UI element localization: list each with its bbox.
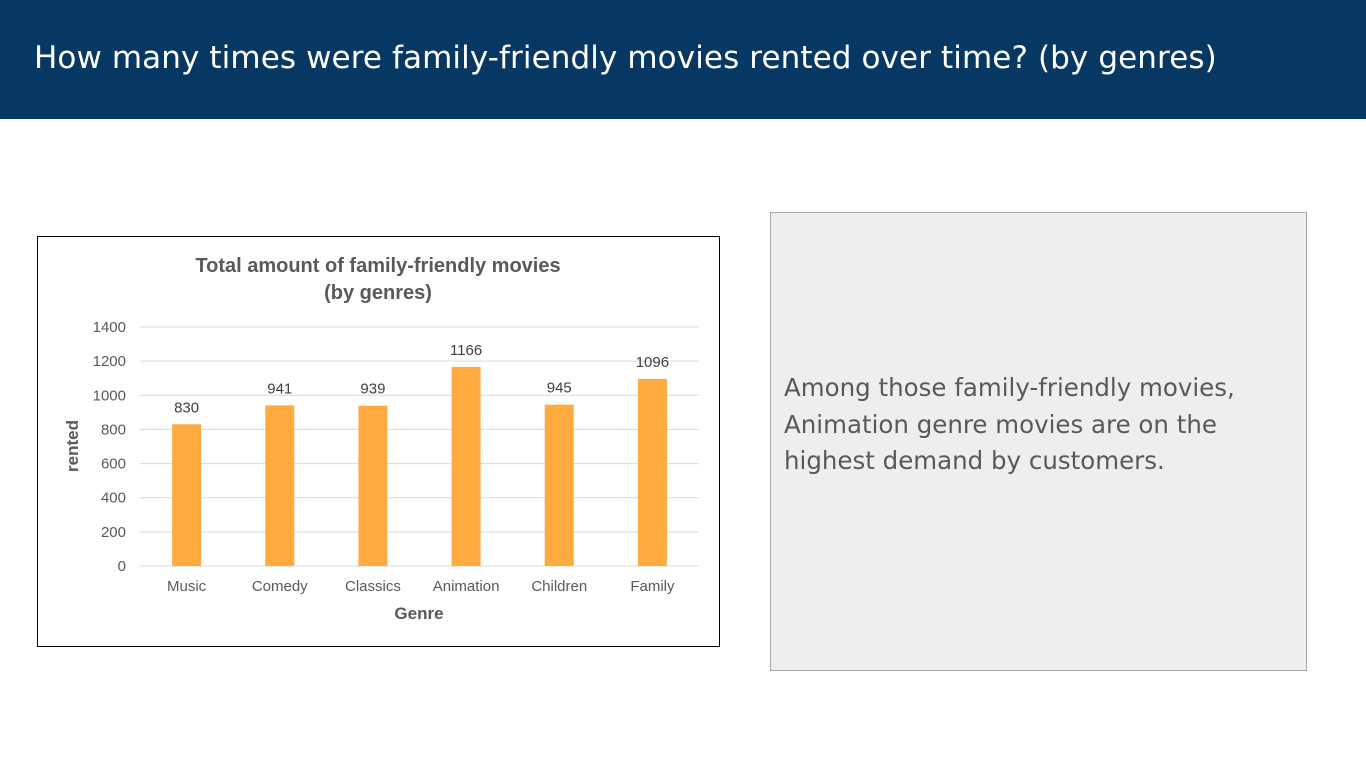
note-text: Among those family-friendly movies, Anim…: [784, 373, 1235, 475]
note-box: Among those family-friendly movies, Anim…: [770, 212, 1307, 671]
bar-comedy: [265, 405, 295, 566]
x-tick-label: Children: [531, 578, 587, 595]
chart-title-line-1: Total amount of family-friendly movies: [195, 255, 560, 277]
y-axis-title: rented: [63, 420, 82, 472]
data-labels: 830 941 939 1166 945 1096: [174, 342, 669, 416]
x-tick-label: Classics: [345, 578, 401, 595]
bar-animation: [451, 366, 481, 566]
x-tick-label: Music: [167, 578, 207, 595]
data-label: 830: [174, 399, 199, 416]
x-tick-label: Comedy: [252, 578, 308, 595]
data-label: 1166: [450, 342, 482, 359]
bar-chart: Total amount of family-friendly movies (…: [63, 255, 699, 623]
y-tick-label: 1000: [93, 387, 126, 404]
y-tick-label: 0: [118, 558, 126, 575]
bar-family: [637, 378, 667, 566]
chart-container: Total amount of family-friendly movies (…: [37, 236, 720, 647]
y-tick-label: 800: [101, 421, 126, 438]
x-tick-label: Animation: [433, 578, 500, 595]
x-axis-ticks: Music Comedy Classics Animation Children Fami…: [167, 578, 675, 595]
header-bar: How many times were family-friendly movi…: [0, 0, 1366, 119]
y-tick-label: 400: [101, 490, 126, 507]
y-tick-label: 1400: [93, 319, 126, 336]
y-tick-label: 200: [101, 524, 126, 541]
bars: [172, 366, 667, 566]
y-axis-ticks: 0 200 400 600 800 1000 1200 1400: [93, 319, 126, 575]
gridlines: [140, 326, 699, 567]
x-tick-label: Family: [630, 578, 675, 595]
bar-music: [172, 424, 202, 566]
bar-children: [544, 404, 574, 566]
slide-title: How many times were family-friendly movi…: [34, 40, 1217, 76]
data-label: 1096: [636, 354, 669, 371]
y-tick-label: 1200: [93, 353, 126, 370]
bar-classics: [358, 405, 388, 566]
chart-title-line-2: (by genres): [324, 282, 432, 304]
data-label: 939: [360, 381, 385, 398]
data-label: 945: [547, 380, 572, 397]
y-tick-label: 600: [101, 456, 126, 473]
data-label: 941: [267, 380, 292, 397]
x-axis-title: Genre: [394, 604, 443, 623]
